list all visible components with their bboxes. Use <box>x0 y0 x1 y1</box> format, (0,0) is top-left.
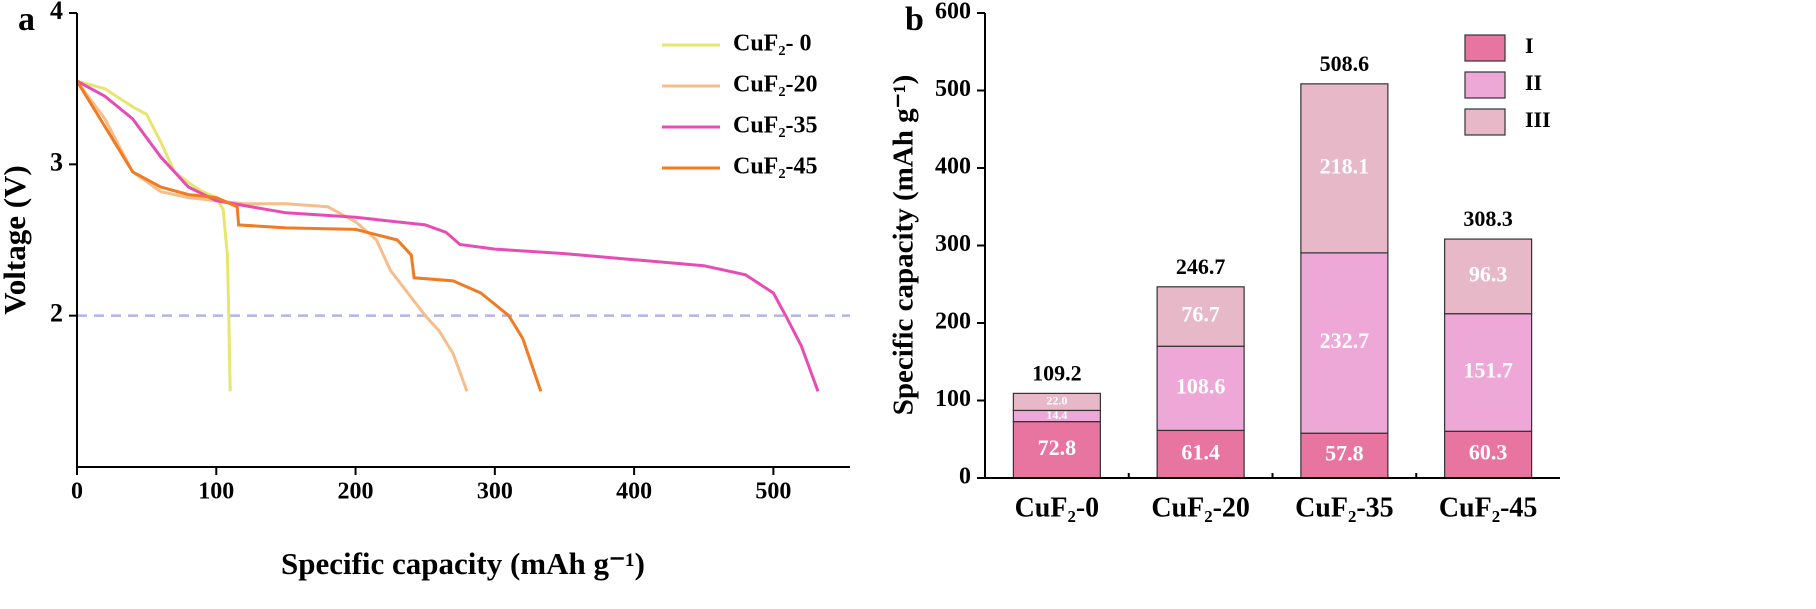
y-tick-label: 4 <box>50 0 63 25</box>
segment-label: 60.3 <box>1469 440 1508 465</box>
x-tick-label: 500 <box>755 479 791 505</box>
segment-label: 232.7 <box>1320 328 1370 353</box>
bar-segment <box>1012 420 1101 479</box>
segment-label: 61.4 <box>1181 439 1220 464</box>
panel-label: b <box>905 1 924 38</box>
total-label: 308.3 <box>1463 206 1513 231</box>
segment-label: 14.4 <box>1046 408 1067 422</box>
legend-label: CuF₂- 0 <box>733 31 812 57</box>
bar-segment <box>1156 286 1245 347</box>
segment-label: 108.6 <box>1176 373 1226 398</box>
y-tick-label: 600 <box>935 0 971 25</box>
segment-label: 151.7 <box>1463 358 1513 383</box>
y-axis-title: Specific capacity (mAh g⁻¹) <box>888 75 920 416</box>
legend-swatch <box>1464 34 1506 62</box>
x-tick-label: 400 <box>616 479 652 505</box>
x-tick-label: CuF₂-35 <box>1295 492 1394 523</box>
legend-label: CuF₂-45 <box>733 154 818 180</box>
segment-label: 57.8 <box>1325 441 1364 466</box>
y-tick-label: 200 <box>935 309 971 335</box>
y-tick-label: 100 <box>935 386 971 412</box>
y-axis-title: Voltage (V) <box>0 165 32 315</box>
x-tick-label: CuF₂-0 <box>1015 492 1100 523</box>
segment-label: 96.3 <box>1469 261 1508 286</box>
segment-label: 72.8 <box>1038 435 1077 460</box>
x-tick-label: 300 <box>477 479 513 505</box>
y-tick-label: 2 <box>50 299 63 328</box>
legend-label: I <box>1525 33 1534 58</box>
x-tick-label: CuF₂-45 <box>1439 492 1538 523</box>
data-line <box>75 80 543 392</box>
total-label: 109.2 <box>1032 360 1082 385</box>
y-tick-label: 300 <box>935 231 971 257</box>
x-tick-label: 0 <box>71 479 83 505</box>
data-line <box>76 79 232 392</box>
x-tick-label: 100 <box>198 479 234 505</box>
total-label: 246.7 <box>1176 254 1226 279</box>
bar-segment <box>1012 392 1101 412</box>
total-label: 508.6 <box>1320 51 1370 76</box>
segment-label: 218.1 <box>1320 153 1370 178</box>
bar-segment <box>1156 345 1245 432</box>
bar-segment <box>1444 430 1533 479</box>
legend-label: III <box>1525 107 1551 132</box>
segment-label: 76.7 <box>1181 302 1220 327</box>
x-tick-label: 200 <box>338 479 374 505</box>
bar-segment <box>1300 83 1389 254</box>
bar-segment <box>1444 238 1533 315</box>
y-tick-label: 500 <box>935 76 971 102</box>
legend-swatch <box>1464 108 1506 136</box>
legend-label: CuF₂-35 <box>733 113 818 139</box>
y-tick-label: 400 <box>935 154 971 180</box>
data-line <box>75 80 469 392</box>
y-tick-label: 0 <box>959 464 971 490</box>
x-axis-title: Specific capacity (mAh g⁻¹) <box>281 546 645 581</box>
y-tick-label: 3 <box>50 147 63 176</box>
segment-label: 22.0 <box>1046 394 1067 408</box>
x-tick-label: CuF₂-20 <box>1151 492 1250 523</box>
data-line <box>76 79 820 392</box>
legend-label: CuF₂-20 <box>733 72 818 98</box>
panel-label: a <box>18 1 35 38</box>
legend-label: II <box>1525 70 1542 95</box>
legend-swatch <box>1464 71 1506 99</box>
